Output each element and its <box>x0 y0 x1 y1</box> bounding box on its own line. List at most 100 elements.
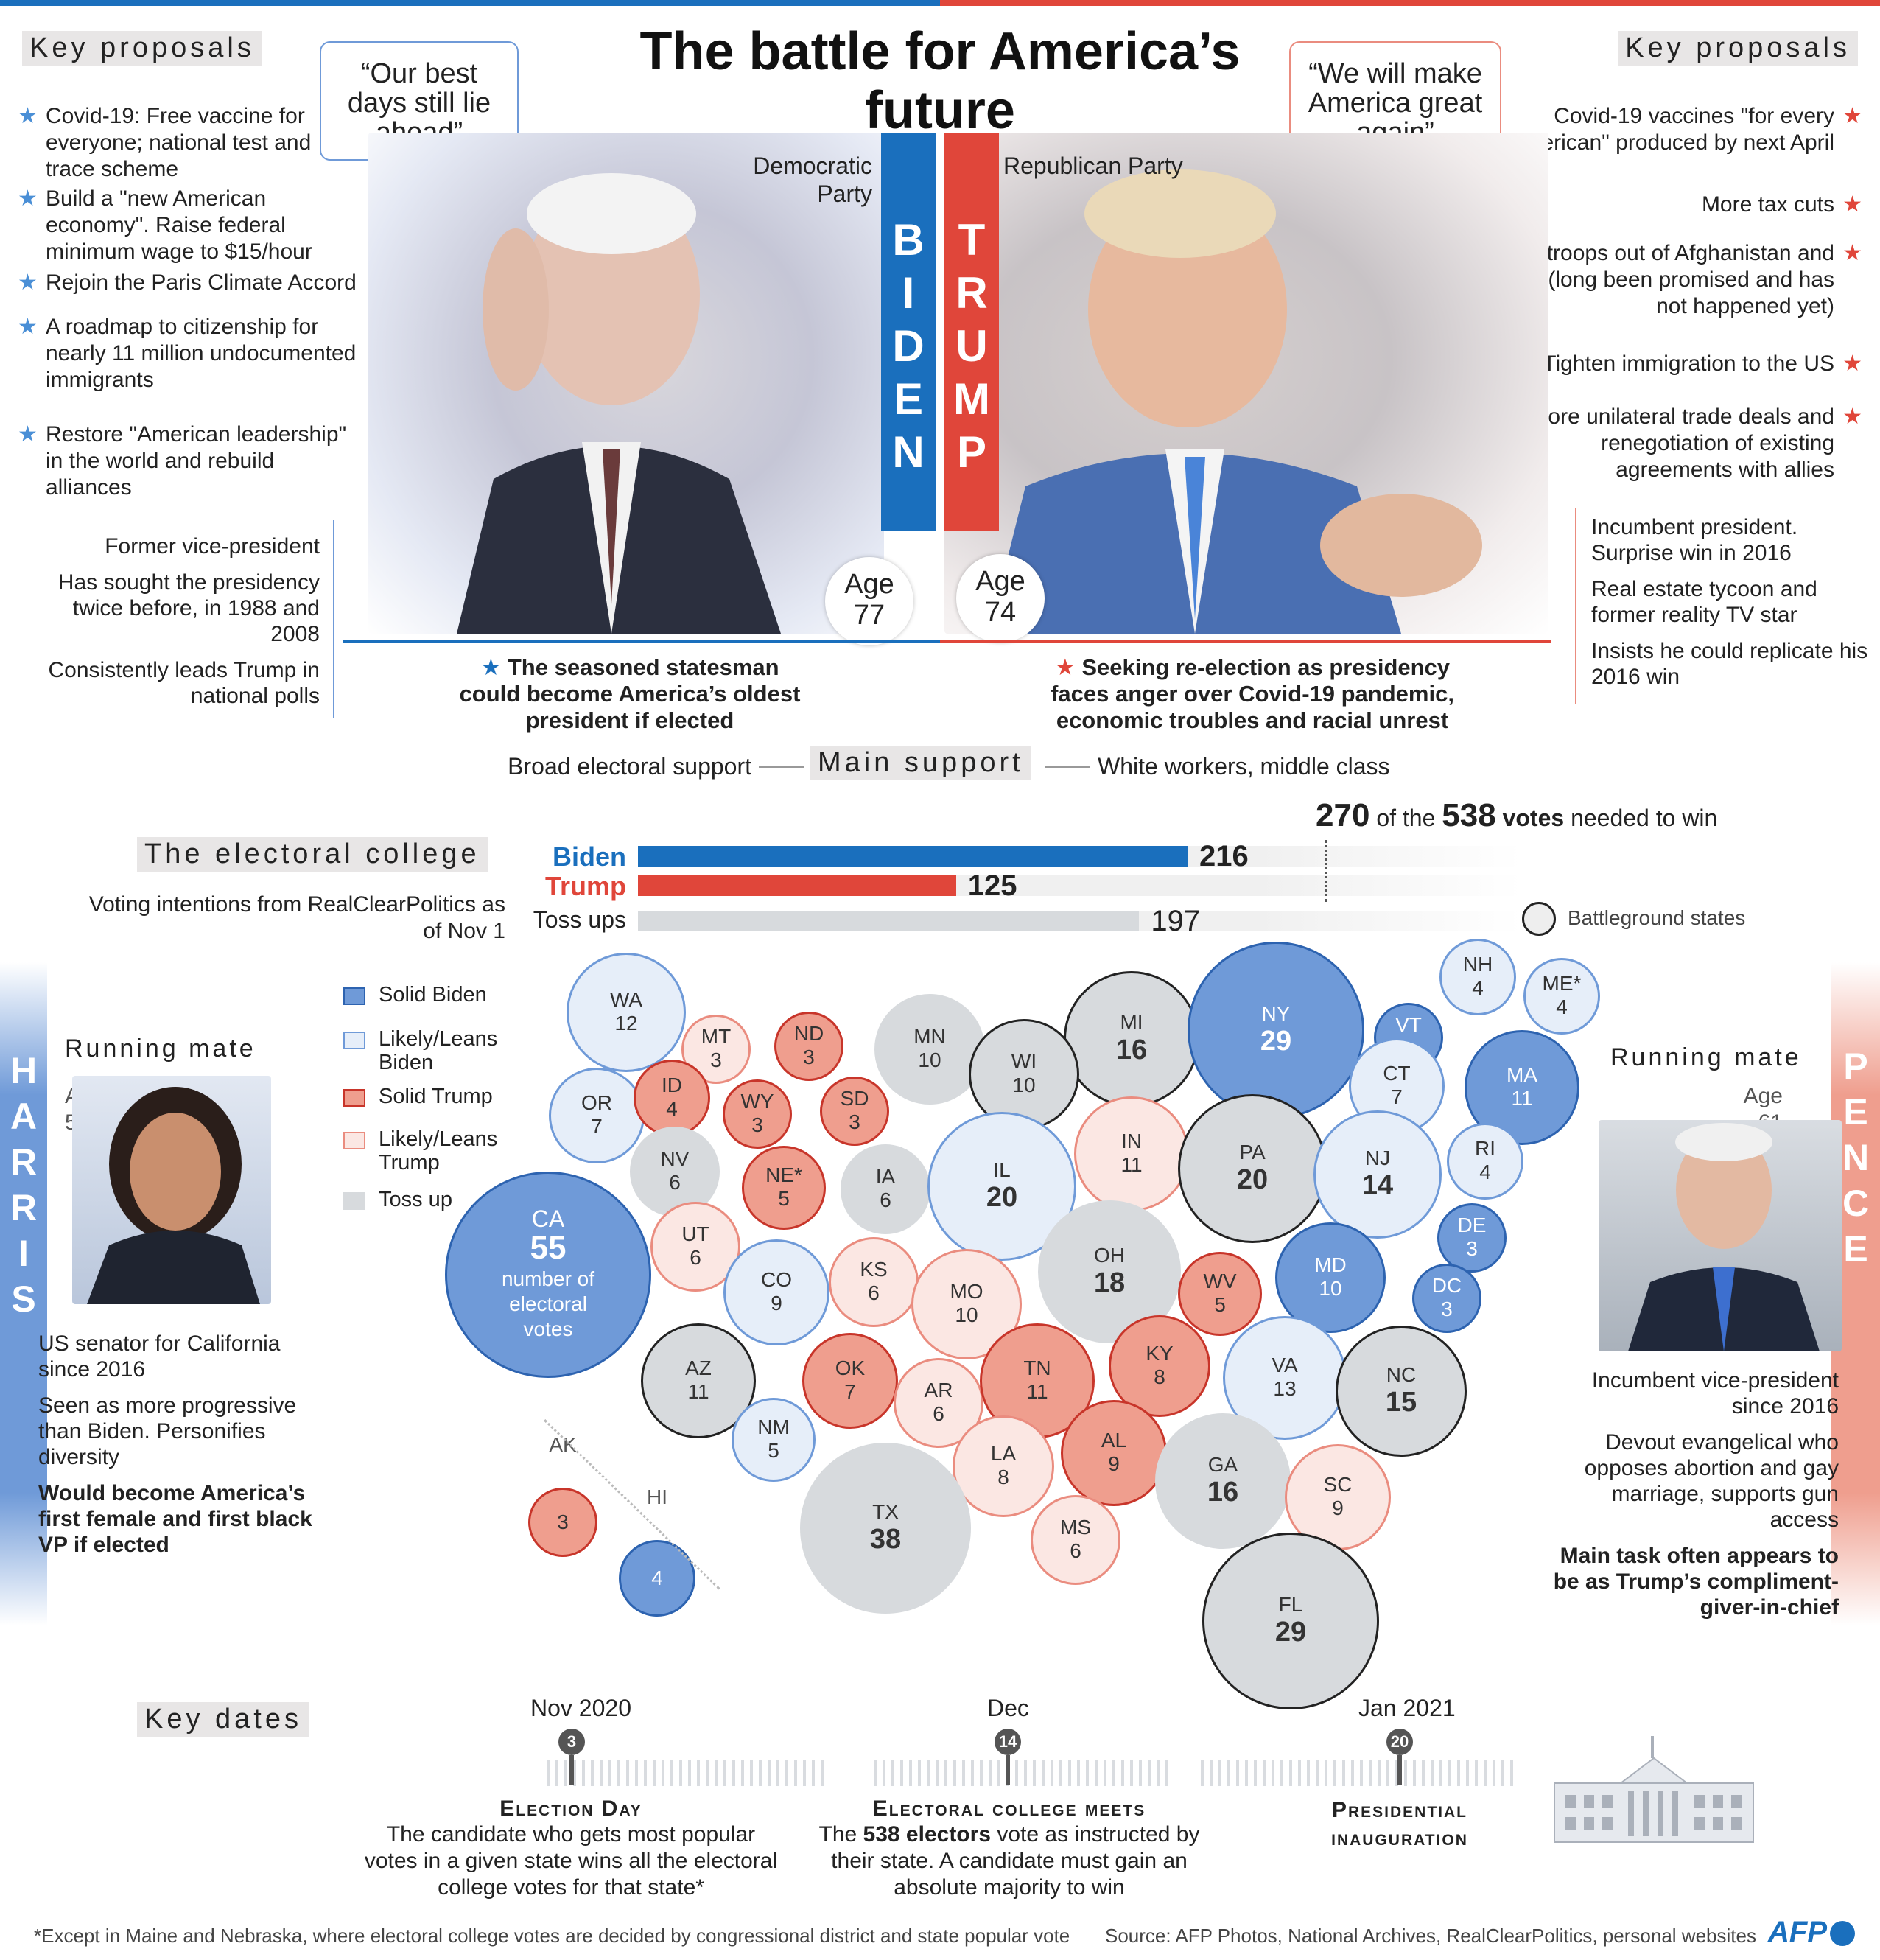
state-bubble-ny[interactable]: NY 29 <box>1188 942 1364 1119</box>
state-abbr: WV <box>1203 1270 1237 1292</box>
state-abbr: AL <box>1101 1429 1127 1452</box>
battleground-label: Battleground states <box>1568 906 1746 929</box>
legend-swatch <box>343 1192 365 1210</box>
fact-item: Incumbent vice-president since 2016 <box>1591 1368 1839 1418</box>
state-abbr: IA <box>875 1165 896 1188</box>
date-marker-20: 20 <box>1386 1729 1413 1785</box>
star-icon: ★ <box>1842 104 1862 128</box>
state-bubble-ms[interactable]: MS 6 <box>1031 1495 1120 1585</box>
state-bubble-dc[interactable]: DC 3 <box>1412 1264 1481 1333</box>
state-abbr: NE* <box>765 1163 802 1186</box>
state-bubble-nh[interactable]: NH 4 <box>1439 939 1516 1015</box>
state-bubble-wa[interactable]: WA 12 <box>567 953 686 1072</box>
event-election-day: Election Day The candidate who gets most… <box>364 1796 778 1900</box>
state-votes: 7 <box>1391 1085 1403 1108</box>
legend-label: Likely/Leans Trump <box>379 1127 498 1175</box>
state-votes: 8 <box>997 1466 1009 1488</box>
state-bubble-sd[interactable]: SD 3 <box>820 1077 889 1146</box>
fact-item: Former vice-president <box>105 534 320 559</box>
state-abbr: NJ <box>1364 1147 1391 1169</box>
star-icon: ★ <box>1842 192 1862 217</box>
legend-label: Likely/Leans Biden <box>379 1027 498 1074</box>
month-jan: Jan 2021 <box>1358 1695 1456 1721</box>
state-bubble-la[interactable]: LA 8 <box>953 1415 1054 1517</box>
fact-item: Devout evangelical who opposes abortion … <box>1584 1430 1839 1532</box>
state-bubble-nm[interactable]: NM 5 <box>732 1398 816 1482</box>
state-votes: 6 <box>880 1189 891 1211</box>
pence-figure-icon <box>1628 1123 1820 1351</box>
state-bubble-nd[interactable]: ND 3 <box>774 1012 843 1081</box>
state-votes: 4 <box>1556 995 1568 1018</box>
state-bubble-ks[interactable]: KS 6 <box>829 1237 919 1327</box>
trump-proposal-item: Tighten immigration to the US ★ <box>1488 351 1862 377</box>
state-bubble-id[interactable]: ID 4 <box>634 1060 710 1136</box>
state-votes: 16 <box>1207 1477 1239 1508</box>
state-bubble-ga[interactable]: GA 16 <box>1155 1413 1291 1549</box>
legend-label: Solid Trump <box>379 1085 493 1108</box>
state-bubble-tx[interactable]: TX 38 <box>800 1443 971 1614</box>
state-bubble-hi[interactable]: 4 <box>619 1540 695 1617</box>
month-nov: Nov 2020 <box>530 1695 631 1721</box>
state-bubble-or[interactable]: OR 7 <box>549 1068 645 1163</box>
state-votes: 29 <box>1274 1617 1307 1648</box>
fact-item: Consistently leads Trump in national pol… <box>48 658 320 708</box>
state-bubble-al[interactable]: AL 9 <box>1061 1400 1167 1506</box>
trump-proposal-item: More tax cuts ★ <box>1488 192 1862 218</box>
state-bubble-nc[interactable]: NC 15 <box>1336 1326 1467 1457</box>
fact-item: Has sought the presidency twice before, … <box>57 570 320 646</box>
state-bubble-ne[interactable]: NE* 5 <box>742 1146 826 1230</box>
state-bubble-fl[interactable]: FL 29 <box>1202 1533 1379 1709</box>
state-abbr: OK <box>835 1357 866 1379</box>
state-votes: 10 <box>1012 1074 1036 1096</box>
proposal-text: Restore "American leadership" in the wor… <box>46 422 347 500</box>
state-abbr: NC <box>1386 1363 1417 1386</box>
footnote: *Except in Maine and Nebraska, where ele… <box>34 1925 1070 1947</box>
state-abbr: SD <box>840 1087 869 1110</box>
harris-facts: US senator for California since 2016 Seen… <box>38 1331 333 1558</box>
state-abbr: LA <box>990 1442 1017 1465</box>
state-bubble-pa[interactable]: PA 20 <box>1178 1094 1327 1243</box>
legend-label: Toss up <box>379 1188 452 1211</box>
state-bubble-mn[interactable]: MN 10 <box>874 994 985 1105</box>
biden-age-badge: Age 77 <box>825 557 913 645</box>
state-abbr: TN <box>1023 1357 1051 1379</box>
state-abbr: AR <box>924 1379 953 1401</box>
state-votes: 14 <box>1361 1170 1394 1201</box>
state-bubble-nv[interactable]: NV 6 <box>630 1127 720 1217</box>
state-bubble-ia[interactable]: IA 6 <box>841 1144 930 1234</box>
state-abbr: UT <box>681 1222 709 1245</box>
state-votes: 8 <box>1154 1365 1165 1388</box>
state-bubble-de[interactable]: DE 3 <box>1437 1203 1507 1273</box>
state-bubble-nj[interactable]: NJ 14 <box>1313 1110 1442 1239</box>
state-bubble-wi[interactable]: WI 10 <box>969 1019 1079 1130</box>
bar-value: 125 <box>967 869 1017 902</box>
state-bubble-ak[interactable]: 3 <box>528 1488 597 1557</box>
state-abbr: ID <box>662 1074 682 1096</box>
state-votes: 5 <box>778 1187 790 1210</box>
state-votes: 3 <box>1441 1298 1453 1320</box>
legend-swatch <box>343 1032 365 1049</box>
state-bubble-ca[interactable]: CA 55 number of electoral votes <box>445 1172 651 1378</box>
state-abbr: WA <box>609 988 643 1011</box>
state-abbr: MO <box>950 1280 983 1303</box>
state-votes: 3 <box>751 1113 763 1136</box>
state-bubble-wv[interactable]: WV 5 <box>1178 1252 1262 1336</box>
state-bubble-me[interactable]: ME* 4 <box>1523 958 1600 1035</box>
state-bubble-co[interactable]: CO 9 <box>723 1239 829 1345</box>
trump-support: White workers, middle class <box>1098 753 1390 780</box>
state-bubble-ri[interactable]: RI 4 <box>1447 1123 1523 1200</box>
star-icon: ★ <box>480 654 502 680</box>
state-bubble-wy[interactable]: WY 3 <box>723 1079 792 1149</box>
state-bubble-md[interactable]: MD 10 <box>1275 1222 1386 1333</box>
state-bubble-mi[interactable]: MI 16 <box>1064 971 1199 1107</box>
event-inauguration: Presidential inauguration <box>1331 1798 1468 1850</box>
state-votes: 9 <box>771 1292 782 1315</box>
state-bubble-in[interactable]: IN 11 <box>1074 1096 1189 1211</box>
state-votes: 6 <box>669 1171 681 1194</box>
proposal-text: More unilateral trade deals and renegoti… <box>1529 405 1834 482</box>
state-bubble-ar[interactable]: AR 6 <box>894 1358 983 1448</box>
state-bubble-ok[interactable]: OK 7 <box>802 1333 898 1429</box>
date-marker-3: 3 <box>558 1729 585 1785</box>
state-bubble-ky[interactable]: KY 8 <box>1109 1315 1210 1417</box>
